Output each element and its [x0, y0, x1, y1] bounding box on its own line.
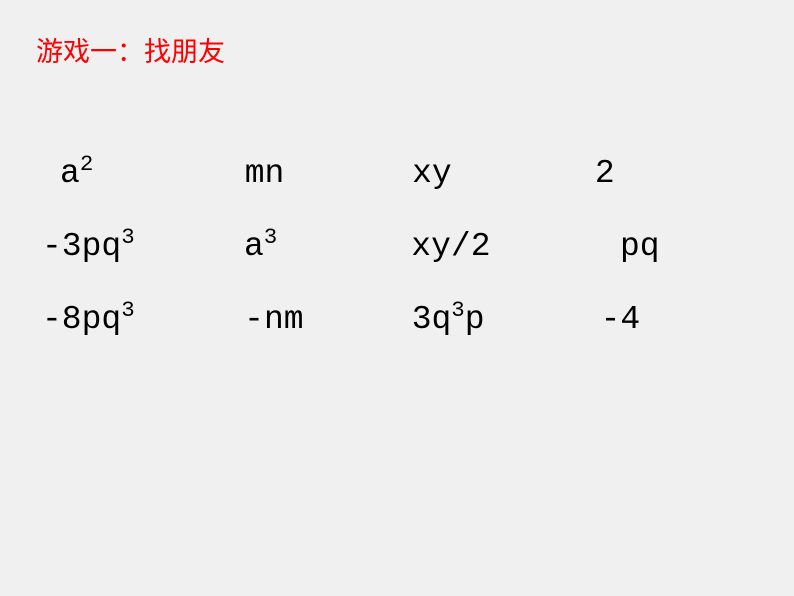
term-cell: -8pq3 [42, 301, 244, 338]
terms-grid: a2 mn xy 2 -3pq3 a3 xy/2 pq -8pq3 -nm 3q… [60, 155, 720, 374]
grid-row: -8pq3 -nm 3q3p -4 [60, 301, 720, 338]
term-cell: -4 [595, 301, 720, 338]
grid-row: a2 mn xy 2 [60, 155, 720, 192]
grid-row: -3pq3 a3 xy/2 pq [60, 228, 720, 265]
term-cell: a3 [244, 228, 411, 265]
term-cell: xy [412, 155, 595, 192]
term-cell: a2 [60, 155, 245, 192]
term-cell: mn [245, 155, 412, 192]
term-cell: 2 [595, 155, 720, 192]
term-cell: 3q3p [412, 301, 595, 338]
term-cell: xy/2 [411, 228, 594, 265]
term-cell: pq [594, 228, 720, 265]
term-cell: -nm [244, 301, 412, 338]
term-cell: -3pq3 [42, 228, 244, 265]
page-title: 游戏一：找朋友 [36, 30, 225, 69]
